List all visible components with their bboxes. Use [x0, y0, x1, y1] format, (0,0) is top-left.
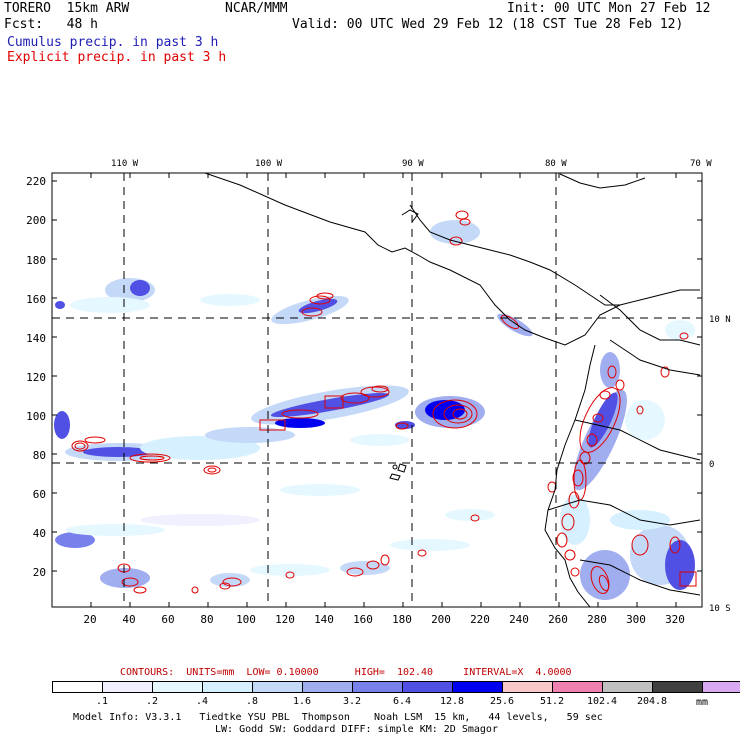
- y-tick-label: 60: [33, 488, 46, 501]
- y-tick-label: 20: [33, 566, 46, 579]
- colorbar-label: 1.6: [292, 696, 312, 707]
- forecast-hour: Fcst: 48 h: [4, 17, 98, 32]
- colorbar-swatch: [152, 681, 203, 693]
- colorbar-label: 25.6: [489, 696, 515, 707]
- colorbar-label: .2: [145, 696, 159, 707]
- lat-label-10s: 10 S: [709, 604, 731, 614]
- colorbar-swatch: [502, 681, 553, 693]
- lat-lon-grid: [52, 173, 702, 607]
- colorbar-swatch: [102, 681, 153, 693]
- y-tick-label: 140: [26, 332, 46, 345]
- x-tick-label: 40: [122, 613, 135, 626]
- cumulus-precip-field: [54, 220, 695, 600]
- colorbar-label: 3.2: [342, 696, 362, 707]
- map-frame: [51, 172, 703, 608]
- y-tick-label: 80: [33, 449, 46, 462]
- colorbar-swatch: [602, 681, 653, 693]
- contour-info: CONTOURS: UNITS=mm LOW= 0.10000 HIGH= 10…: [120, 667, 572, 678]
- colorbar-label: 204.8: [636, 696, 668, 707]
- colorbar-swatch: [352, 681, 403, 693]
- colorbar-swatch: [52, 681, 103, 693]
- colorbar-label: 12.8: [439, 696, 465, 707]
- center-label: NCAR/MMM: [225, 1, 288, 16]
- x-tick-label: 80: [200, 613, 213, 626]
- x-tick-label: 60: [161, 613, 174, 626]
- x-tick-label: 280: [587, 613, 607, 626]
- colorbar-label: 6.4: [392, 696, 412, 707]
- lon-label-70w: 70 W: [690, 159, 712, 169]
- colorbar-swatch: [402, 681, 453, 693]
- lat-label-10n: 10 N: [709, 315, 731, 325]
- valid-time: Valid: 00 UTC Wed 29 Feb 12 (18 CST Tue …: [292, 17, 684, 32]
- lon-label-100w: 100 W: [255, 159, 283, 169]
- init-time: Init: 00 UTC Mon 27 Feb 12: [507, 1, 711, 16]
- lon-label-80w: 80 W: [545, 159, 567, 169]
- x-tick-label: 20: [83, 613, 96, 626]
- colorbar-swatch: [202, 681, 253, 693]
- x-tick-label: 160: [353, 613, 373, 626]
- x-tick-label: 320: [665, 613, 685, 626]
- x-tick-label: 100: [236, 613, 256, 626]
- x-tick-label: 200: [431, 613, 451, 626]
- legend-cumulus: Cumulus precip. in past 3 h: [7, 35, 219, 50]
- colorbar-label: .1: [95, 696, 109, 707]
- model-physics: LW: Godd SW: Goddard DIFF: simple KM: 2D…: [215, 724, 498, 735]
- colorbar-units: mm: [696, 697, 709, 708]
- x-tick-label: 220: [470, 613, 490, 626]
- y-tick-label: 120: [26, 371, 46, 384]
- x-tick-label: 300: [626, 613, 646, 626]
- colorbar-label: 51.2: [539, 696, 565, 707]
- colorbar-swatch: [552, 681, 603, 693]
- colorbar-swatch: [252, 681, 303, 693]
- x-tick-label: 180: [392, 613, 412, 626]
- lon-label-90w: 90 W: [402, 159, 424, 169]
- coastlines: [204, 173, 701, 607]
- legend-explicit: Explicit precip. in past 3 h: [7, 50, 227, 65]
- y-tick-label: 200: [26, 214, 46, 227]
- x-tick-label: 140: [314, 613, 334, 626]
- colorbar-swatch: [452, 681, 503, 693]
- lon-label-110w: 110 W: [111, 159, 139, 169]
- y-tick-label: 220: [26, 175, 46, 188]
- colorbar-swatch: [652, 681, 703, 693]
- y-tick-label: 40: [33, 527, 46, 540]
- y-tick-label: 100: [26, 410, 46, 423]
- axis-ticks: [51, 173, 702, 607]
- colorbar-swatch: [702, 681, 740, 693]
- colorbar-label: .4: [195, 696, 209, 707]
- model-info: Model Info: V3.3.1 Tiedtke YSU PBL Thomp…: [73, 712, 603, 723]
- y-tick-label: 180: [26, 254, 46, 267]
- lat-label-0: 0: [709, 460, 714, 470]
- colorbar-swatch: [302, 681, 353, 693]
- x-tick-label: 120: [275, 613, 295, 626]
- explicit-precip-contours: [71, 210, 697, 594]
- colorbar-label: .8: [245, 696, 259, 707]
- colorbar-label: 102.4: [586, 696, 618, 707]
- x-tick-label: 260: [548, 613, 568, 626]
- model-title: TORERO 15km ARW: [4, 1, 130, 16]
- y-tick-label: 160: [26, 293, 46, 306]
- x-tick-label: 240: [509, 613, 529, 626]
